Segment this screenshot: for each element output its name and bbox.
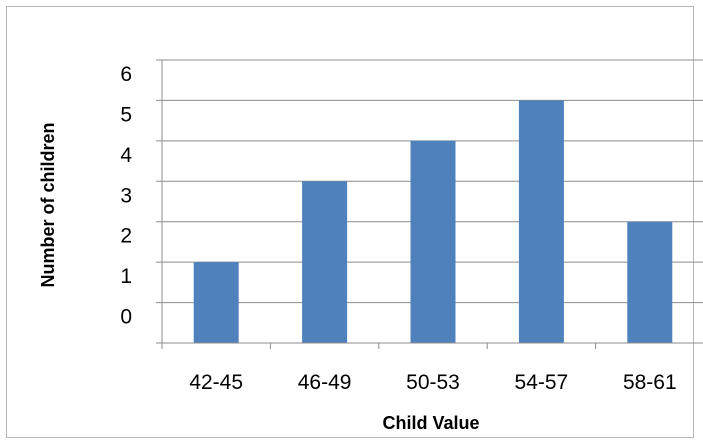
y-tick-label: 5 [120,103,132,126]
y-tick-label: 4 [120,144,132,167]
bar-46-49 [302,181,348,343]
y-tick-label: 2 [120,225,132,248]
y-tick-label: 1 [120,265,132,288]
y-tick-label: 0 [120,306,132,329]
x-tick-label: 42-45 [189,371,243,394]
bar-50-53 [410,140,456,343]
x-axis-title: Child Value [382,413,479,433]
x-tick-label: 54-57 [515,371,569,394]
bar-series [193,100,673,343]
x-tick-label: 58-61 [623,371,677,394]
y-tick-labels: 0 1 2 3 4 5 6 [120,63,132,329]
x-tick-label: 46-49 [298,371,352,394]
y-axis-title: Number of children [38,122,58,287]
y-tick-label: 6 [120,63,132,86]
bar-42-45 [193,262,239,343]
x-tick-labels: 42-45 46-49 50-53 54-57 58-61 [189,371,676,394]
x-tick-label: 50-53 [406,371,460,394]
axes [156,60,703,349]
bar-58-61 [627,221,673,343]
y-tick-label: 3 [120,184,132,207]
bar-54-57 [518,100,564,343]
